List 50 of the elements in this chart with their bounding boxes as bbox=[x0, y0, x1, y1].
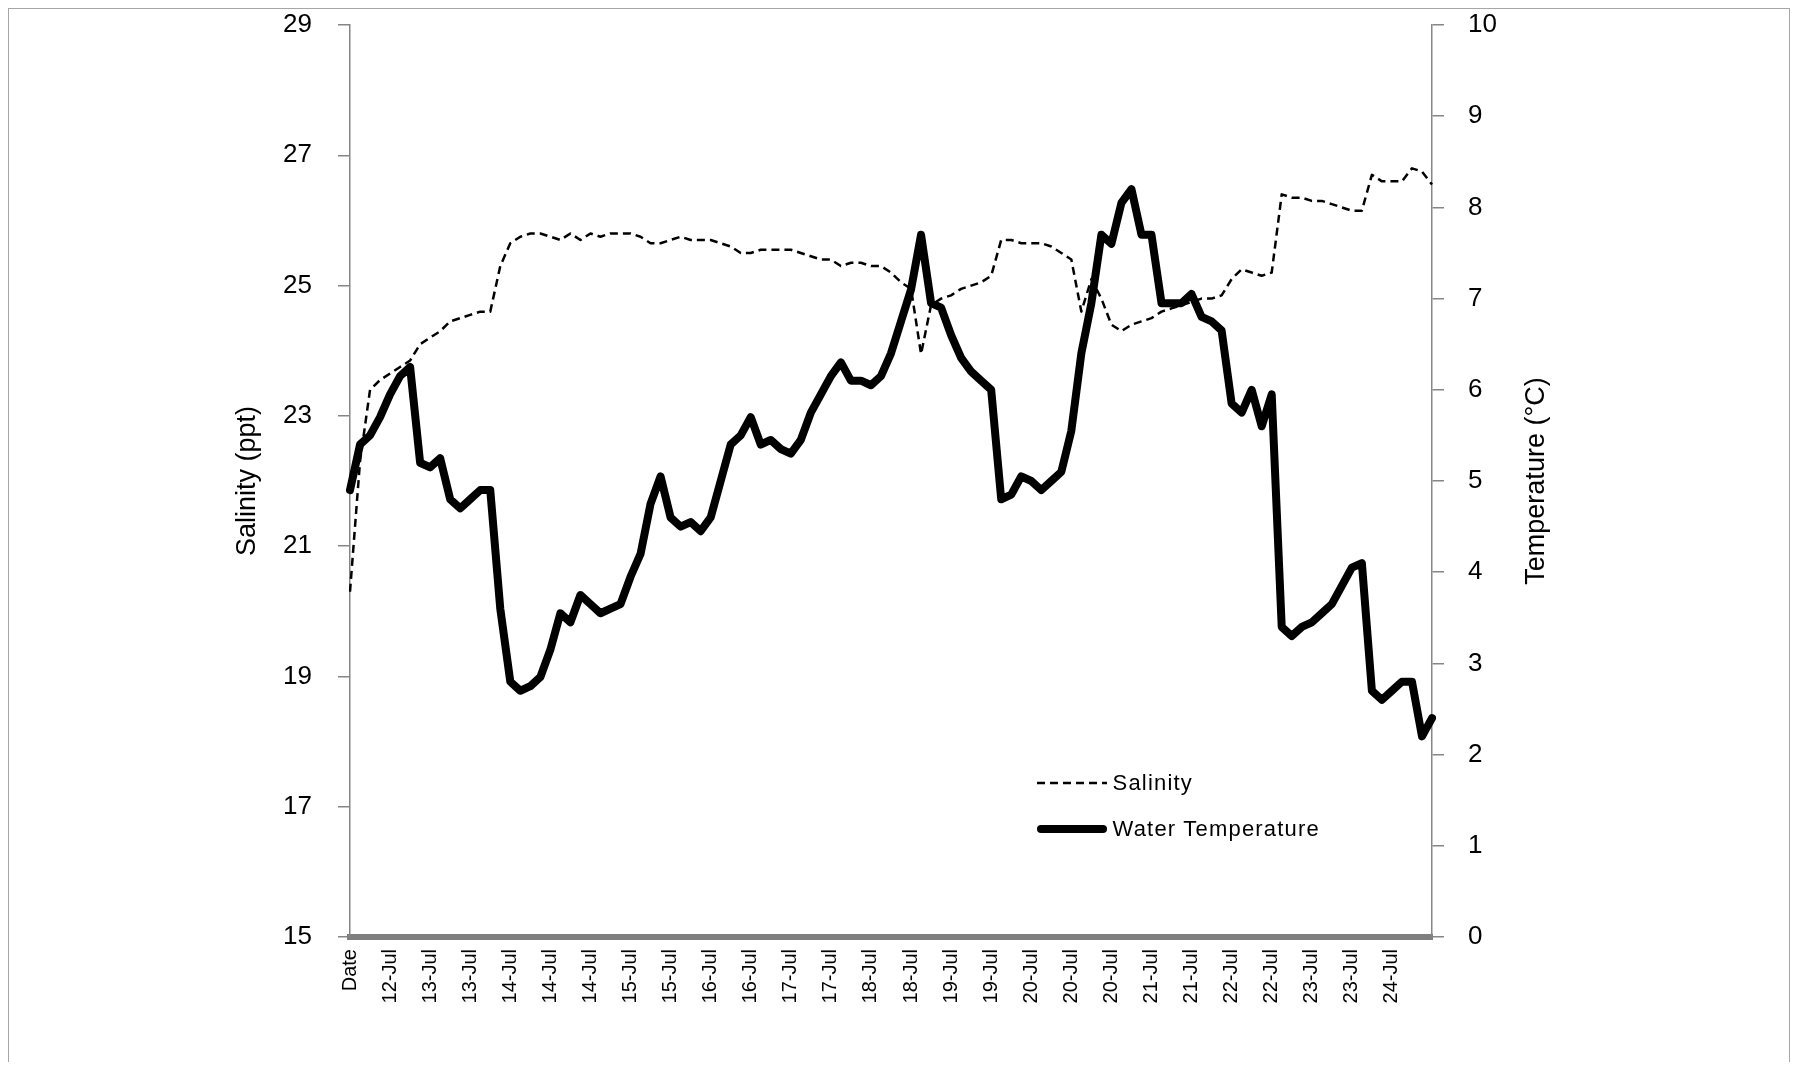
x-tick-label: 17-Jul bbox=[778, 949, 801, 1004]
x-tick-label: 21-Jul bbox=[1139, 949, 1161, 1004]
x-tick-label: 24-Jul bbox=[1379, 949, 1402, 1004]
y-tick-label: 19 bbox=[283, 659, 312, 690]
y2-tick-label: 3 bbox=[1468, 646, 1483, 677]
y-tick-label: 15 bbox=[283, 920, 312, 951]
x-tick-label: 23-Jul bbox=[1299, 949, 1322, 1004]
y2-tick-label: 7 bbox=[1468, 281, 1483, 312]
x-tick-label: 22-Jul bbox=[1219, 949, 1242, 1004]
x-tick-label: 15-Jul bbox=[658, 949, 681, 1004]
y-tick-label: 17 bbox=[283, 789, 312, 820]
y2-tick-label: 10 bbox=[1468, 8, 1497, 39]
y2-tick-label: 4 bbox=[1468, 555, 1483, 586]
x-tick-label: 23-Jul bbox=[1339, 949, 1362, 1004]
x-tick-label: 19-Jul bbox=[938, 949, 961, 1004]
y2-tick-label: 9 bbox=[1468, 99, 1483, 130]
x-tick-label: 21-Jul bbox=[1179, 949, 1202, 1004]
y2-tick-label: 0 bbox=[1468, 920, 1483, 951]
y-axis-title: Salinity (ppt) bbox=[230, 405, 261, 557]
y-tick-label: 23 bbox=[283, 399, 312, 430]
x-tick-label: 13-Jul bbox=[417, 949, 440, 1004]
y2-tick-label: 1 bbox=[1468, 828, 1483, 859]
x-tick-label: 22-Jul bbox=[1259, 949, 1282, 1004]
legend-label: Water Temperature bbox=[1112, 816, 1320, 842]
x-tick-label: 14-Jul bbox=[537, 949, 560, 1004]
y-tick-label: 27 bbox=[283, 138, 312, 169]
x-tick-label: 20-Jul bbox=[1098, 949, 1121, 1004]
x-tick-label: 18-Jul bbox=[898, 949, 921, 1004]
x-tick-label: 20-Jul bbox=[1058, 949, 1081, 1004]
x-tick-label: 18-Jul bbox=[858, 949, 881, 1004]
x-tick-label: 15-Jul bbox=[618, 949, 641, 1004]
x-tick-label: 14-Jul bbox=[497, 949, 520, 1004]
x-tick-label: 20-Jul bbox=[1018, 949, 1041, 1004]
x-tick-label: 16-Jul bbox=[738, 949, 761, 1004]
y-tick-label: 21 bbox=[283, 529, 312, 560]
y2-axis-title: Temperature (°C) bbox=[1520, 377, 1551, 585]
x-tick-label: 12-Jul bbox=[377, 949, 400, 1004]
x-tick-label: 17-Jul bbox=[818, 949, 841, 1004]
legend-label: Salinity bbox=[1112, 770, 1194, 796]
y-tick-label: 25 bbox=[283, 268, 312, 299]
x-tick-label: 14-Jul bbox=[577, 949, 600, 1004]
y2-tick-label: 6 bbox=[1468, 372, 1483, 403]
x-tick-label: Date bbox=[337, 949, 360, 992]
x-tick-label: 13-Jul bbox=[457, 949, 480, 1004]
y2-tick-label: 8 bbox=[1468, 190, 1483, 221]
y2-tick-label: 2 bbox=[1468, 737, 1483, 768]
y-tick-label: 29 bbox=[283, 8, 312, 39]
x-tick-label: 16-Jul bbox=[698, 949, 721, 1004]
y2-tick-label: 5 bbox=[1468, 464, 1483, 495]
x-tick-label: 19-Jul bbox=[978, 949, 1001, 1004]
